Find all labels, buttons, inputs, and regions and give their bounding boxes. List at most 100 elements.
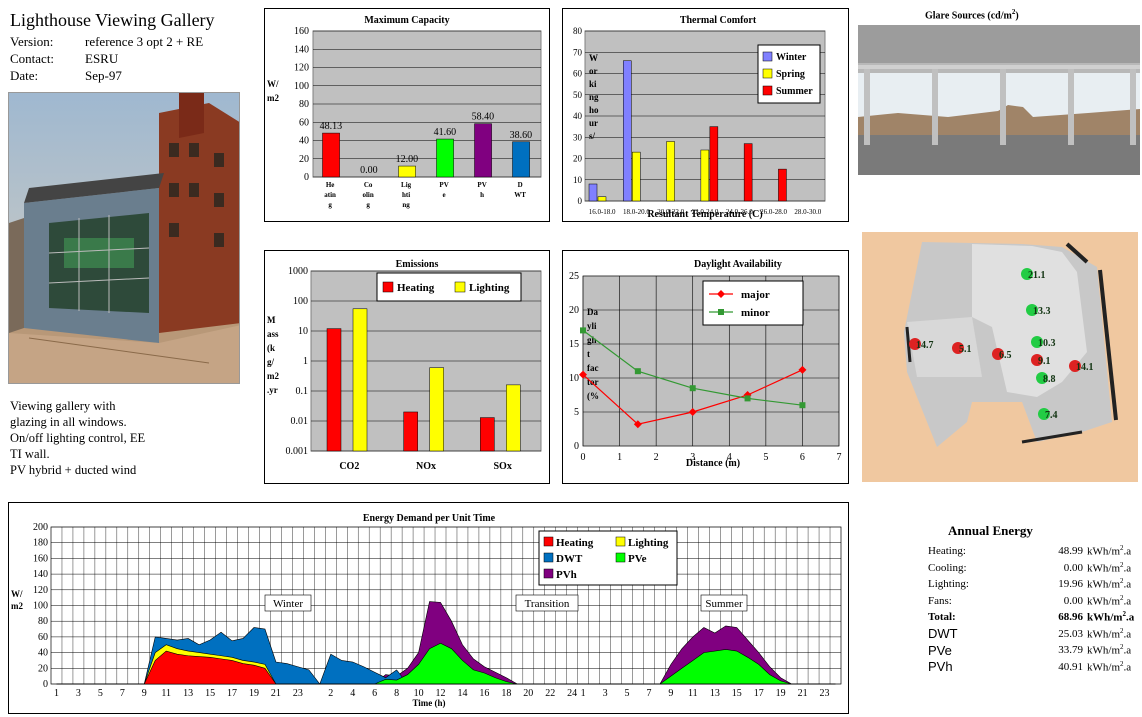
annual-energy-row: PVe 33.79 kWh/m2.a bbox=[928, 642, 1138, 659]
annual-value: 0.00 bbox=[1063, 561, 1083, 574]
x-tick-label: atin bbox=[324, 191, 336, 199]
bar bbox=[743, 143, 753, 202]
legend-label: major bbox=[741, 289, 770, 301]
x-tick-label: He bbox=[326, 181, 335, 189]
x-tick-label: 24.0-26.0 bbox=[726, 208, 753, 216]
x-tick-label: 3 bbox=[690, 452, 695, 463]
data-label: 0.00 bbox=[360, 165, 378, 176]
bar bbox=[506, 384, 521, 452]
y-axis-label: or bbox=[589, 66, 598, 76]
x-tick-label: 18.0-20.0 bbox=[623, 208, 650, 216]
daylight-chart: Daylight Availability 25 20 15 10 5 0 0 1 2 3 4 5 6 7 D… bbox=[562, 250, 849, 484]
x-tick-label: 17 bbox=[227, 688, 237, 699]
data-label: 38.60 bbox=[510, 130, 532, 141]
legend bbox=[376, 272, 522, 302]
y-axis-label: m2 bbox=[267, 371, 279, 381]
y-axis-label: tor bbox=[587, 377, 599, 387]
annual-energy-row: Fans: 0.00 kWh/m2.a bbox=[928, 593, 1138, 610]
y-tick-label: 80 bbox=[38, 616, 48, 627]
luminance-marker bbox=[1026, 304, 1038, 316]
x-tick-label: 15 bbox=[205, 688, 215, 699]
y-axis-label: ki bbox=[589, 79, 597, 89]
chart-title: Emissions bbox=[396, 259, 439, 270]
x-tick-label: g bbox=[328, 201, 332, 209]
bar bbox=[480, 417, 495, 452]
legend-label: PVh bbox=[556, 569, 577, 581]
annual-energy-row: Heating: 48.99 kWh/m2.a bbox=[928, 543, 1138, 560]
legend-swatch bbox=[543, 536, 554, 547]
x-tick-label: 12 bbox=[436, 688, 446, 699]
x-tick-label: 5 bbox=[763, 452, 768, 463]
x-tick-label: 9 bbox=[668, 688, 673, 699]
legend-swatch bbox=[543, 568, 554, 579]
chart-title: Thermal Comfort bbox=[680, 15, 757, 26]
x-tick-label: 11 bbox=[161, 688, 171, 699]
y-tick-label: 100 bbox=[294, 81, 309, 92]
y-axis-label: gh bbox=[587, 335, 597, 345]
x-tick-label: 13 bbox=[710, 688, 720, 699]
data-label: 48.13 bbox=[320, 121, 343, 132]
y-tick-label: 0.01 bbox=[291, 416, 309, 427]
luminance-value: 10.3 bbox=[1038, 338, 1056, 349]
x-tick-label: e bbox=[443, 191, 446, 199]
y-tick-label: 60 bbox=[573, 69, 583, 79]
data-point bbox=[633, 420, 642, 429]
y-axis-label: fac bbox=[587, 363, 599, 373]
y-axis-label: ass bbox=[267, 329, 279, 339]
x-tick-label: 0 bbox=[581, 452, 586, 463]
y-tick-label: 10 bbox=[573, 175, 583, 185]
y-tick-label: 80 bbox=[573, 26, 583, 36]
x-tick-label: WT bbox=[514, 191, 526, 199]
x-tick-label: 4 bbox=[727, 452, 732, 463]
x-tick-label: 1 bbox=[617, 452, 622, 463]
meta-block: Version: reference 3 opt 2 + RE Contact: E… bbox=[10, 33, 203, 84]
bar bbox=[597, 196, 607, 202]
annual-unit: kWh/m2.a bbox=[1087, 577, 1132, 592]
x-tick-label: 2 bbox=[328, 688, 333, 699]
bar bbox=[403, 411, 418, 452]
luminance-marker bbox=[1036, 372, 1048, 384]
legend-swatch bbox=[762, 68, 773, 79]
luminance-marker bbox=[1031, 354, 1043, 366]
y-tick-label: 40 bbox=[299, 136, 309, 147]
legend-label: Heating bbox=[397, 282, 435, 294]
x-tick-label: ng bbox=[402, 201, 410, 209]
legend-label: Heating bbox=[556, 537, 594, 549]
x-tick-label: 24 bbox=[567, 688, 577, 699]
glare-title-text: Glare Sources (cd/m bbox=[925, 10, 1012, 22]
bar bbox=[512, 141, 530, 178]
y-axis-label: t bbox=[587, 349, 590, 359]
x-tick-label: 1 bbox=[54, 688, 59, 699]
data-point bbox=[798, 365, 807, 374]
x-tick-label: 17 bbox=[754, 688, 764, 699]
x-tick-label: 28.0-30.0 bbox=[794, 208, 821, 216]
description-line: TI wall. bbox=[10, 447, 50, 461]
x-tick-label: PV bbox=[477, 181, 486, 189]
annual-label: Lighting: bbox=[928, 578, 969, 591]
legend-swatch bbox=[382, 281, 394, 293]
y-tick-label: 1000 bbox=[288, 266, 308, 277]
description: Viewing gallery with glazing in all wind… bbox=[10, 398, 250, 478]
y-tick-label: 20 bbox=[299, 154, 309, 165]
description-line: glazing in all windows. bbox=[10, 415, 127, 429]
annual-energy-title: Annual Energy bbox=[948, 523, 1033, 538]
bar bbox=[436, 138, 454, 178]
period-annotation-box bbox=[515, 594, 579, 612]
x-tick-label: olin bbox=[362, 191, 373, 199]
annual-label: PVh bbox=[928, 659, 953, 675]
data-point bbox=[689, 385, 696, 392]
luminance-value: 7.4 bbox=[1045, 410, 1058, 421]
x-tick-label: 11 bbox=[688, 688, 698, 699]
x-tick-label: D bbox=[518, 181, 523, 189]
x-tick-label: 22 bbox=[545, 688, 555, 699]
y-tick-label: 60 bbox=[38, 632, 48, 643]
bar bbox=[623, 60, 632, 202]
period-annotation: Transition bbox=[525, 598, 570, 610]
data-point bbox=[580, 327, 586, 334]
x-tick-label: 3 bbox=[603, 688, 608, 699]
legend-label: Winter bbox=[776, 52, 807, 63]
y-axis-label: (k bbox=[267, 343, 275, 353]
y-tick-label: 0 bbox=[574, 441, 579, 452]
annual-energy-row: PVh 40.91 kWh/m2.a bbox=[928, 659, 1138, 676]
annual-label: PVe bbox=[928, 642, 952, 658]
